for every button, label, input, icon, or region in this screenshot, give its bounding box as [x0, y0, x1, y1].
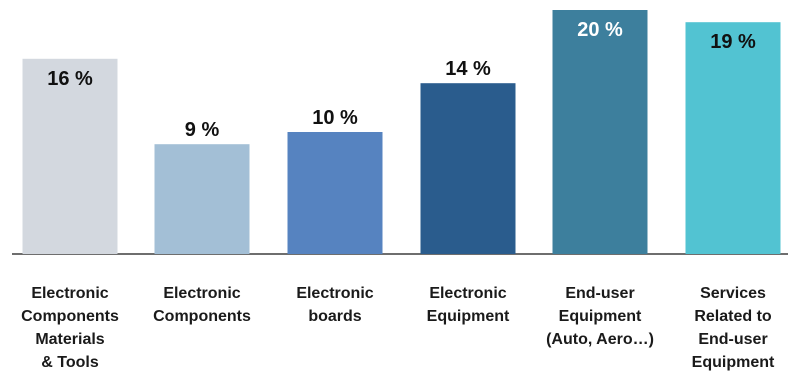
value-labels-group: 16 % 9 % 10 % 14 % 20 % 19 % — [47, 19, 756, 141]
bars-group — [22, 10, 781, 255]
bar-2 — [154, 144, 250, 254]
category-label-1-line-4: & Tools — [41, 354, 99, 371]
bar-1 — [22, 58, 118, 254]
category-label-6-line-3: End-user — [698, 331, 767, 348]
category-label-5-line-1: End-user — [565, 285, 634, 302]
category-label-4-line-1: Electronic — [429, 285, 506, 302]
bar-value-label-5: 20 % — [577, 19, 623, 41]
category-label-1-line-1: Electronic — [31, 285, 108, 302]
bar-3 — [287, 132, 383, 254]
bar-5 — [552, 10, 648, 254]
bar-value-label-4: 14 % — [445, 58, 491, 80]
category-label-1-line-3: Materials — [35, 331, 104, 348]
category-label-1-line-2: Components — [21, 308, 119, 325]
bar-value-label-1: 16 % — [47, 68, 93, 90]
category-label-3-line-2: boards — [308, 308, 361, 325]
bar-value-label-3: 10 % — [312, 107, 358, 129]
category-label-4-line-2: Equipment — [427, 308, 510, 325]
category-label-5-line-2: Equipment — [559, 308, 642, 325]
bar-value-label-6: 19 % — [710, 31, 756, 53]
category-label-2-line-2: Components — [153, 308, 251, 325]
category-label-6-line-1: Services — [700, 285, 766, 302]
bar-4 — [420, 83, 516, 254]
bar-6 — [685, 22, 781, 255]
bar-value-label-2: 9 % — [185, 119, 220, 141]
category-label-5-line-3: (Auto, Aero…) — [546, 331, 654, 348]
category-label-3-line-1: Electronic — [296, 285, 373, 302]
category-label-6-line-4: Equipment — [692, 354, 775, 371]
category-label-6-line-2: Related to — [694, 308, 772, 325]
category-label-2-line-1: Electronic — [163, 285, 240, 302]
category-labels-group: Electronic Components Materials & Tools Elec… — [21, 285, 775, 371]
